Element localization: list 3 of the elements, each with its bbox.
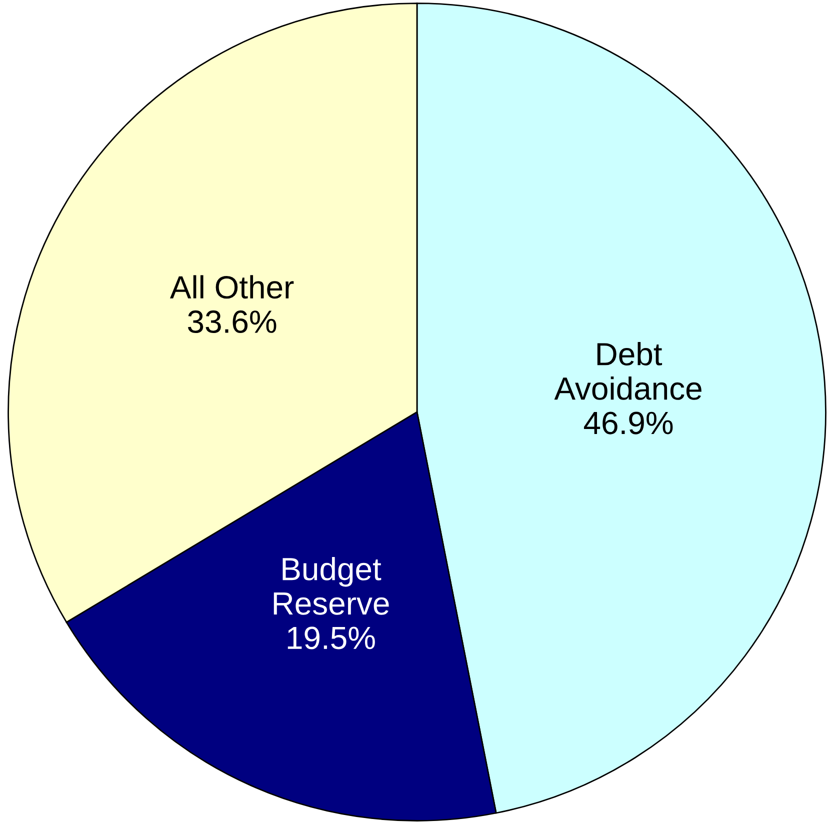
slice-label: Debt Avoidance 46.9% <box>554 342 702 434</box>
slice-label: Budget Reserve 19.5% <box>274 556 389 650</box>
slice-label: All Other 33.6% <box>170 275 294 334</box>
